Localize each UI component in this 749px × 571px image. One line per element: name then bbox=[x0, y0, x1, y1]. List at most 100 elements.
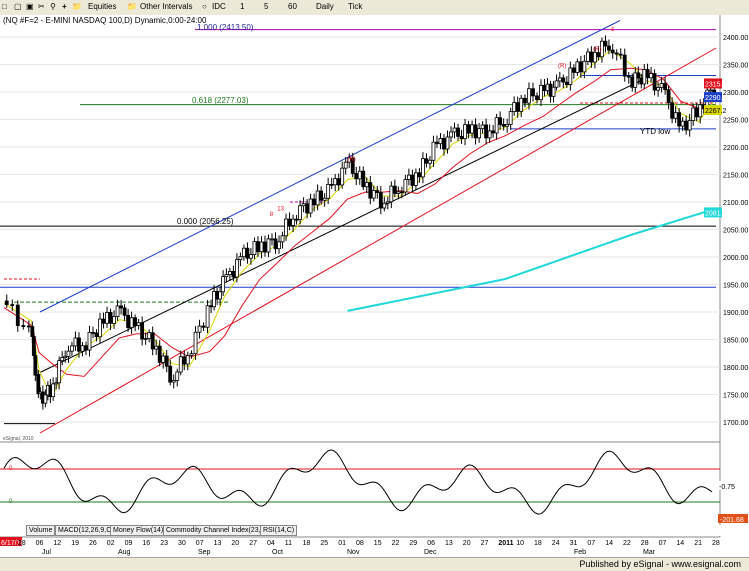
candle-body bbox=[263, 241, 267, 253]
candle-body bbox=[618, 53, 623, 56]
price-tick-label: 1750.00 bbox=[723, 393, 748, 400]
date-tick-label: 29 bbox=[409, 540, 417, 547]
candle-body bbox=[270, 238, 274, 241]
candle-body bbox=[242, 247, 246, 258]
candle-body bbox=[431, 141, 436, 161]
price-tick-label: 2000.00 bbox=[723, 255, 748, 262]
interval-button-1[interactable]: 1 bbox=[240, 2, 245, 11]
price-badge bbox=[704, 105, 722, 116]
print-icon[interactable]: ▣ bbox=[26, 2, 34, 11]
candle-body bbox=[249, 254, 253, 259]
candle-body bbox=[182, 356, 187, 365]
price-tick-label: 2100.00 bbox=[723, 200, 748, 207]
candle-body bbox=[209, 305, 213, 308]
date-tick-label: 20 bbox=[231, 540, 239, 547]
fib-mid-label: 0.618 (2277.03) bbox=[192, 96, 249, 105]
candle-body bbox=[687, 120, 692, 131]
candle-body bbox=[112, 316, 116, 324]
cut-icon[interactable]: ✂ bbox=[38, 2, 45, 11]
month-label: Jul bbox=[42, 549, 51, 556]
date-tick-label: 27 bbox=[481, 540, 489, 547]
candle-body bbox=[382, 202, 387, 209]
td-label: 13 bbox=[277, 206, 284, 212]
fib-top-label: 1.000 (2413.50) bbox=[197, 23, 254, 32]
candle-body bbox=[501, 124, 506, 127]
candle-body bbox=[333, 178, 338, 186]
intervals-button[interactable]: Other Intervals bbox=[140, 2, 193, 11]
candle-body bbox=[535, 95, 539, 101]
candle-body bbox=[178, 356, 183, 373]
candle-body bbox=[266, 238, 271, 253]
chart-background bbox=[0, 15, 749, 557]
interval-button-idc[interactable]: IDC bbox=[212, 2, 226, 11]
td-label: 8 bbox=[270, 212, 274, 218]
candle-body bbox=[385, 201, 390, 204]
candle-body bbox=[673, 112, 678, 119]
interval-button-5[interactable]: 5 bbox=[264, 2, 269, 11]
save-icon[interactable]: □ bbox=[2, 2, 7, 11]
candle-body bbox=[417, 172, 422, 178]
price-tick-label: 2250.00 bbox=[723, 118, 748, 125]
candle-body bbox=[122, 307, 127, 316]
candle-body bbox=[435, 141, 439, 145]
find-icon[interactable]: ⚲ bbox=[50, 2, 56, 11]
fib-bottom-label: 0.000 (2056.25) bbox=[177, 217, 234, 226]
price-tick-label: 1850.00 bbox=[723, 338, 748, 345]
date-tick-label: 02 bbox=[107, 540, 115, 547]
candle-body bbox=[354, 173, 359, 180]
add-icon[interactable]: + bbox=[62, 2, 67, 11]
price-chart[interactable]: 813(R)(R)(R)4 (NQ #F=2 - E-MINI NASDAQ 1… bbox=[0, 15, 749, 557]
candle-body bbox=[256, 241, 260, 253]
candle-body bbox=[694, 107, 699, 118]
date-tick-label: 16 bbox=[142, 540, 150, 547]
date-tick-label: 28 bbox=[641, 540, 649, 547]
interval-button-daily[interactable]: Daily bbox=[316, 2, 334, 11]
td-label: (R) bbox=[558, 63, 566, 69]
price-tick-label: 2350.00 bbox=[723, 63, 748, 70]
candle-body bbox=[291, 218, 295, 226]
indicator-value-badge bbox=[718, 481, 740, 490]
interval-button-tick[interactable]: Tick bbox=[348, 2, 363, 11]
price-tick-label: 1700.00 bbox=[723, 420, 748, 427]
candle-body bbox=[168, 365, 173, 383]
indicator-band-label: 0 bbox=[9, 499, 13, 505]
candle-body bbox=[589, 51, 594, 63]
candle-body bbox=[548, 83, 553, 97]
date-tick-label: 07 bbox=[196, 540, 204, 547]
candle-body bbox=[201, 325, 206, 328]
candle-body bbox=[600, 40, 604, 58]
candle-body bbox=[175, 371, 180, 381]
candle-body bbox=[603, 40, 608, 47]
tab-macd[interactable]: MACD(12,26,9,C) bbox=[55, 525, 117, 536]
interval-button-60[interactable]: 60 bbox=[288, 2, 297, 11]
candle-body bbox=[571, 67, 576, 73]
candle-body bbox=[494, 117, 499, 134]
candle-body bbox=[399, 191, 404, 194]
candle-body bbox=[378, 192, 383, 209]
candle-body bbox=[642, 69, 647, 85]
candle-body bbox=[189, 353, 194, 356]
indicator-value-badge bbox=[718, 514, 748, 523]
price-badge-text: 2267.2 bbox=[705, 108, 727, 115]
tab-money-flow[interactable]: Money Flow(14) bbox=[110, 525, 167, 536]
tab-cci[interactable]: Commodity Channel Index(23,C) bbox=[163, 525, 271, 536]
candle-body bbox=[645, 69, 650, 79]
tab-volume[interactable]: Volume bbox=[26, 525, 56, 536]
candle-body bbox=[10, 304, 15, 306]
candle-body bbox=[60, 357, 65, 362]
candle-body bbox=[91, 331, 95, 334]
date-tick-label: 27 bbox=[249, 540, 257, 547]
candle-body bbox=[677, 112, 682, 127]
equities-button[interactable]: Equities bbox=[88, 2, 117, 11]
candle-body bbox=[585, 51, 590, 62]
candle-body bbox=[21, 325, 26, 327]
date-tick-label: 25 bbox=[320, 540, 328, 547]
date-tick-label: 31 bbox=[570, 540, 578, 547]
candle-body bbox=[326, 184, 331, 199]
tab-rsi[interactable]: RSI(14,C) bbox=[260, 525, 298, 536]
candle-body bbox=[301, 203, 306, 207]
candle-body bbox=[94, 332, 99, 338]
open-icon[interactable]: ▢ bbox=[14, 2, 22, 11]
candle-body bbox=[622, 54, 627, 77]
